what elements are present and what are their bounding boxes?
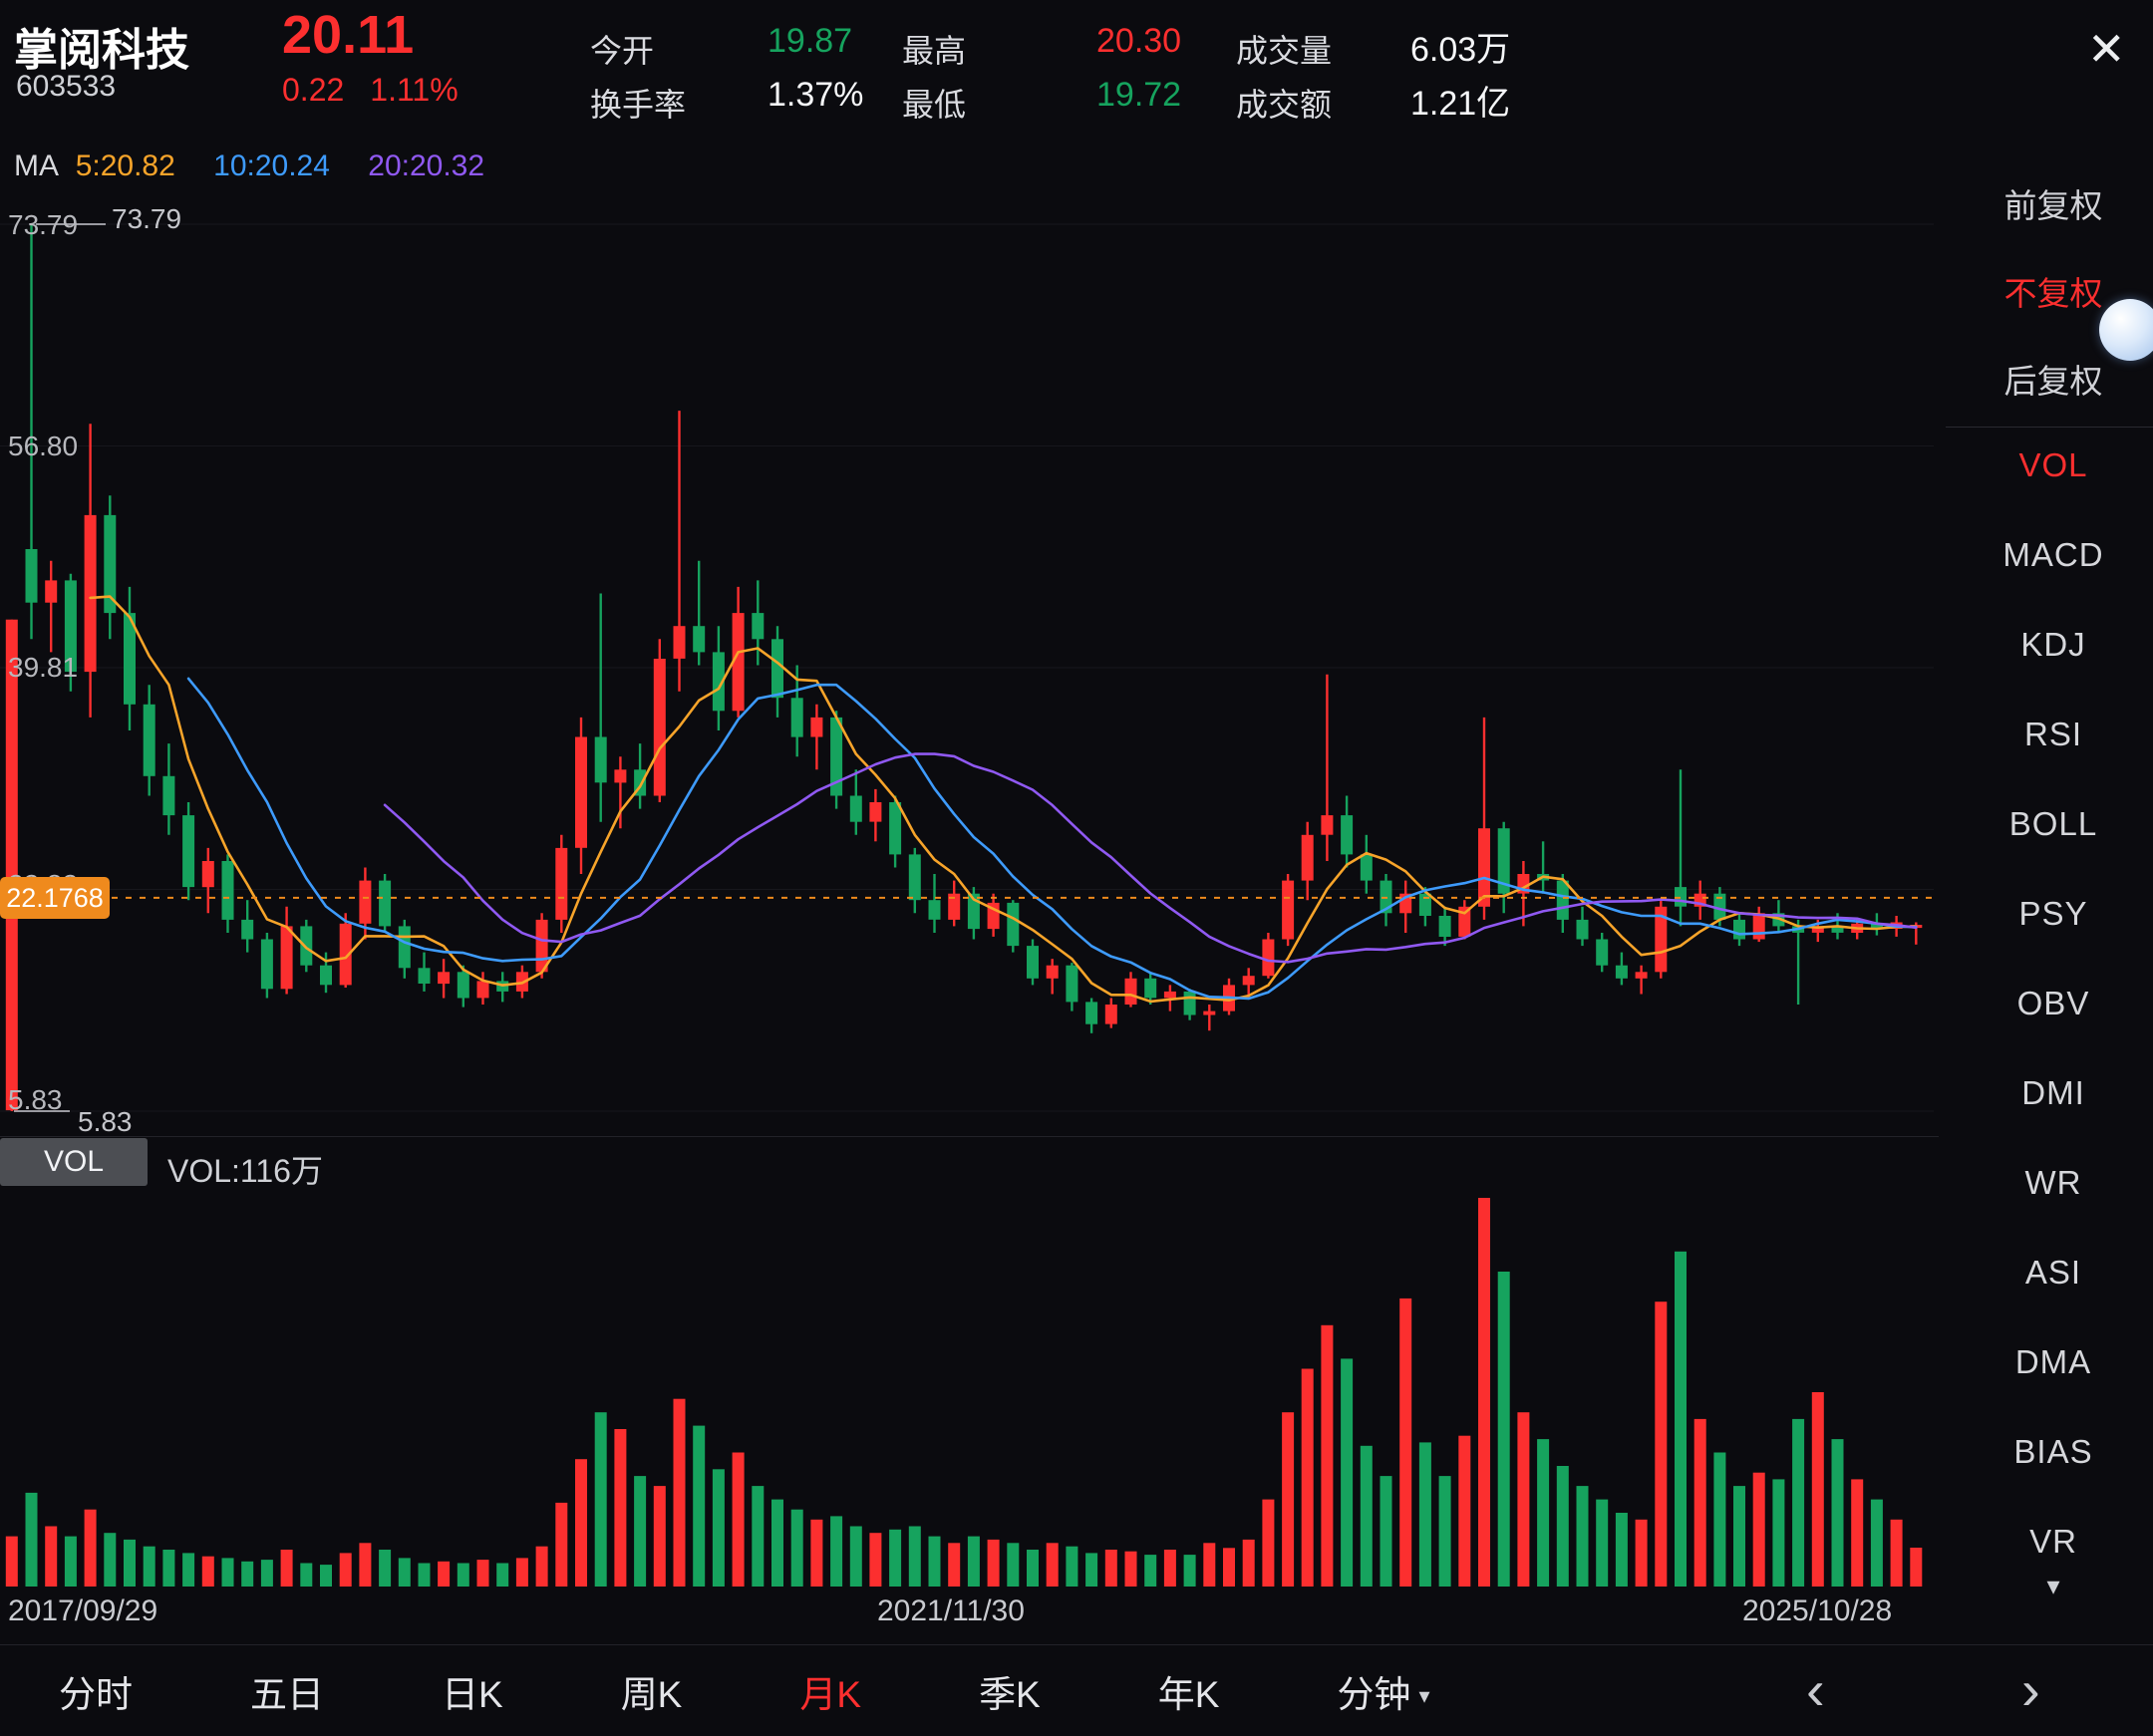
vol-pane-tab[interactable]: VOL xyxy=(0,1138,148,1186)
minute-dropdown-caret-icon: ▾ xyxy=(1418,1682,1430,1708)
quote-value-low: 19.72 xyxy=(1096,76,1182,114)
price-change: 0.22 xyxy=(282,72,345,108)
floating-assistive-ball[interactable] xyxy=(2099,299,2153,361)
adjust-option-group: 前复权 不复权 后复权 xyxy=(1954,179,2153,400)
quote-label-low: 最低 xyxy=(902,87,967,123)
tab-daily-k[interactable]: 日K xyxy=(442,1673,503,1715)
tab-yearly-k[interactable]: 年K xyxy=(1157,1673,1220,1715)
quote-value-high: 20.30 xyxy=(1096,22,1182,60)
chevron-left-icon[interactable]: ‹ xyxy=(1806,1658,1825,1721)
quote-value-turnover-amount: 1.21亿 xyxy=(1410,85,1511,123)
period-tabbar: 分时 五日 日K 周K 月K 季K 年K 分钟 ▾ xyxy=(0,1644,2153,1736)
indicator-obv[interactable]: OBV xyxy=(2016,985,2090,1021)
adjust-option-hfq[interactable]: 后复权 xyxy=(2003,363,2103,400)
ma-legend-prefix: MA xyxy=(14,149,58,182)
quote-value-turnover-rate: 1.37% xyxy=(768,76,864,114)
price-chart-canvas[interactable] xyxy=(0,189,1934,1136)
quote-label-turnover-rate: 换手率 xyxy=(590,87,687,123)
tab-minute-label: 分钟 xyxy=(1337,1673,1411,1715)
quote-value-open: 19.87 xyxy=(768,22,853,60)
indicator-dma[interactable]: DMA xyxy=(2014,1343,2092,1380)
quote-label-turnover-amount: 成交额 xyxy=(1236,87,1333,123)
close-icon[interactable]: ✕ xyxy=(2087,23,2126,75)
indicator-vr[interactable]: VR xyxy=(2029,1523,2077,1560)
ma5-value: 5:20.82 xyxy=(75,149,175,182)
ma-legend: MA 5:20.82 10:20.24 20:20.32 xyxy=(14,149,484,183)
adjust-option-bfq[interactable]: 不复权 xyxy=(2003,275,2103,312)
quote-label-high: 最高 xyxy=(902,33,967,69)
ma20-value: 20:20.32 xyxy=(368,149,485,182)
x-axis-date-middle: 2021/11/30 xyxy=(877,1594,1025,1627)
current-price-badge: 22.1768 xyxy=(0,877,110,919)
tab-weekly-k[interactable]: 周K xyxy=(620,1673,683,1715)
low-price-marker: 5.83 xyxy=(78,1106,133,1137)
tab-minute[interactable]: 分钟 ▾ xyxy=(1337,1664,1429,1718)
indicator-vol[interactable]: VOL xyxy=(2018,446,2088,483)
stock-name: 掌阅科技 xyxy=(14,26,189,75)
price-axis-label-1: 73.79 xyxy=(8,209,79,240)
last-price: 20.11 xyxy=(282,5,415,65)
price-axis-label-3: 39.81 xyxy=(8,652,79,683)
x-axis-date-end: 2025/10/28 xyxy=(1742,1594,1893,1627)
indicator-boll[interactable]: BOLL xyxy=(2008,805,2098,842)
tab-time-sharing[interactable]: 分时 xyxy=(59,1673,133,1715)
x-axis-date-start: 2017/09/29 xyxy=(8,1594,158,1627)
indicator-dmi[interactable]: DMI xyxy=(2021,1074,2085,1111)
price-change-pct: 1.11% xyxy=(370,72,459,108)
chevron-right-icon[interactable]: › xyxy=(2021,1658,2040,1721)
adjust-option-qfq[interactable]: 前复权 xyxy=(2003,187,2103,224)
tab-monthly-k[interactable]: 月K xyxy=(799,1673,862,1715)
quote-label-volume: 成交量 xyxy=(1236,33,1333,69)
sidebar-divider xyxy=(1946,427,2153,428)
stock-code: 603533 xyxy=(16,70,117,103)
indicator-bias[interactable]: BIAS xyxy=(2013,1433,2093,1470)
price-change-row: 0.22 1.11% xyxy=(282,72,484,109)
indicator-wr[interactable]: WR xyxy=(2024,1164,2082,1201)
indicator-asi[interactable]: ASI xyxy=(2024,1254,2082,1291)
vol-reading: VOL:116万 xyxy=(167,1153,323,1189)
indicator-rsi[interactable]: RSI xyxy=(2023,716,2082,752)
indicator-more-caret-icon[interactable]: ▾ xyxy=(2046,1571,2060,1600)
tab-quarterly-k[interactable]: 季K xyxy=(979,1673,1041,1715)
quote-label-open: 今开 xyxy=(590,33,655,69)
pane-divider xyxy=(0,1136,1939,1137)
tab-five-day[interactable]: 五日 xyxy=(250,1673,324,1715)
ma10-value: 10:20.24 xyxy=(213,149,330,182)
indicator-macd[interactable]: MACD xyxy=(2002,536,2104,573)
quote-value-volume: 6.03万 xyxy=(1410,31,1511,69)
high-price-marker: 73.79 xyxy=(112,203,182,234)
indicator-group: VOL MACD KDJ RSI BOLL PSY OBV DMI WR ASI… xyxy=(1954,446,2153,1560)
price-axis-label-2: 56.80 xyxy=(8,431,79,461)
indicator-psy[interactable]: PSY xyxy=(2018,895,2088,932)
volume-chart-canvas[interactable] xyxy=(0,1188,1934,1591)
price-axis-label-5: 5.83 xyxy=(8,1084,63,1115)
indicator-kdj[interactable]: KDJ xyxy=(2020,626,2086,663)
